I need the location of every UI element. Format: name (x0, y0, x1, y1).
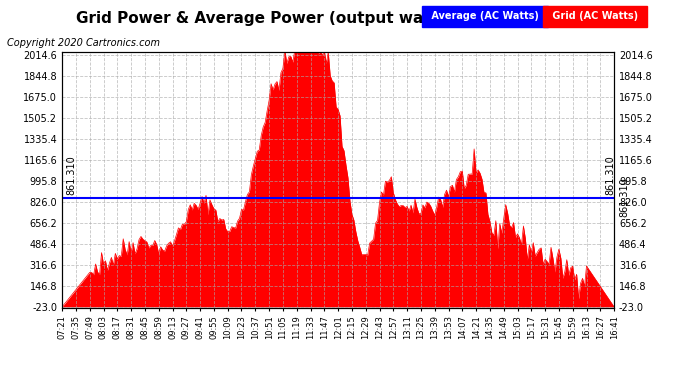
Text: 861.310: 861.310 (605, 155, 615, 195)
Text: 861.310: 861.310 (620, 178, 629, 218)
Text: Grid (AC Watts): Grid (AC Watts) (549, 11, 641, 21)
Text: Copyright 2020 Cartronics.com: Copyright 2020 Cartronics.com (7, 38, 160, 48)
Text: 861.310: 861.310 (66, 155, 76, 195)
Text: Average (AC Watts): Average (AC Watts) (428, 11, 542, 21)
Text: Grid Power & Average Power (output watts)  Wed Jan 22 16:46: Grid Power & Average Power (output watts… (75, 11, 615, 26)
